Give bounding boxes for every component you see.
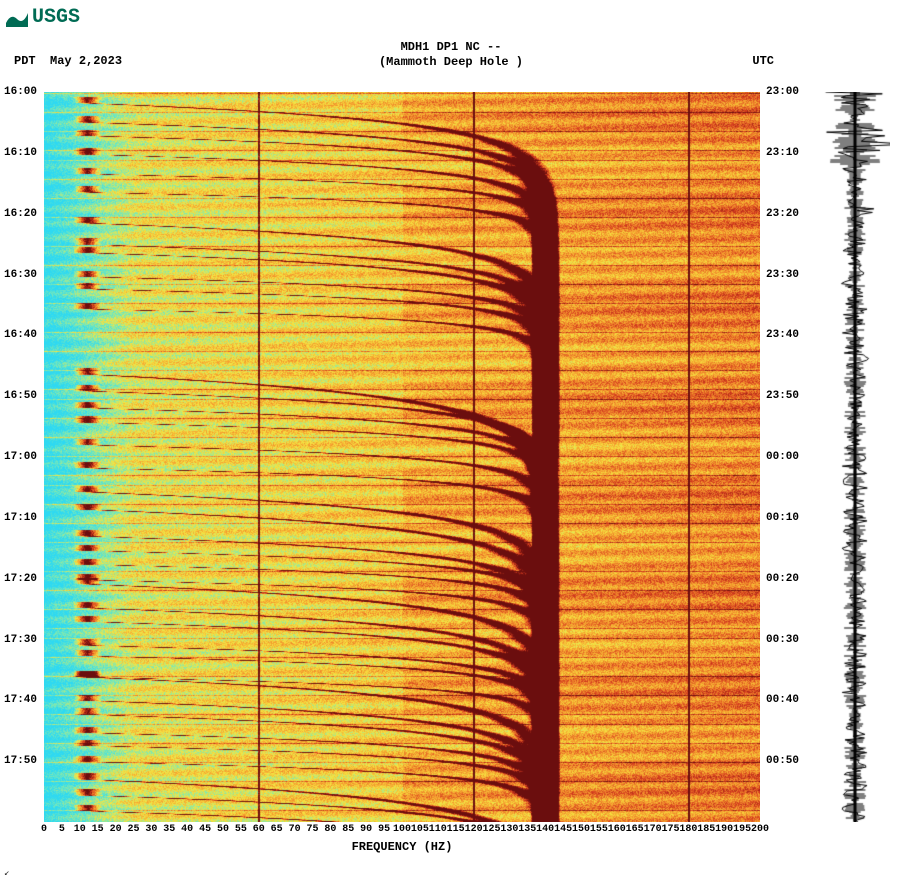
- x-tick: 140: [536, 824, 554, 835]
- x-tick: 10: [74, 824, 86, 835]
- x-tick: 5: [59, 824, 65, 835]
- y-tick-left: 16:30: [4, 269, 37, 281]
- y-tick-right: 00:50: [766, 755, 799, 767]
- x-tick: 175: [661, 824, 679, 835]
- y-tick-right: 23:40: [766, 329, 799, 341]
- spectrogram-canvas: [44, 92, 760, 822]
- y-tick-right: 23:30: [766, 269, 799, 281]
- y-tick-right: 00:00: [766, 451, 799, 463]
- y-tick-right: 23:00: [766, 86, 799, 98]
- y-tick-right: 00:20: [766, 573, 799, 585]
- y-tick-left: 17:00: [4, 451, 37, 463]
- x-tick: 185: [697, 824, 715, 835]
- x-tick: 30: [145, 824, 157, 835]
- y-tick-left: 17:50: [4, 755, 37, 767]
- x-tick: 135: [518, 824, 536, 835]
- x-tick: 155: [590, 824, 608, 835]
- x-axis-label: FREQUENCY (HZ): [44, 840, 760, 854]
- y-tick-left: 17:20: [4, 573, 37, 585]
- y-tick-left: 16:50: [4, 390, 37, 402]
- x-tick: 200: [751, 824, 769, 835]
- x-tick: 35: [163, 824, 175, 835]
- usgs-logo: USGS: [6, 6, 80, 29]
- x-tick: 20: [110, 824, 122, 835]
- y-tick-left: 16:40: [4, 329, 37, 341]
- x-tick: 40: [181, 824, 193, 835]
- y-tick-right: 00:10: [766, 512, 799, 524]
- x-tick: 105: [411, 824, 429, 835]
- x-tick: 110: [429, 824, 447, 835]
- x-tick: 190: [715, 824, 733, 835]
- x-tick: 160: [608, 824, 626, 835]
- x-tick: 45: [199, 824, 211, 835]
- x-tick: 145: [554, 824, 572, 835]
- x-tick: 165: [626, 824, 644, 835]
- y-tick-left: 16:10: [4, 147, 37, 159]
- x-tick: 195: [733, 824, 751, 835]
- seismogram-canvas: [820, 92, 890, 822]
- y-tick-left: 16:20: [4, 208, 37, 220]
- x-tick: 65: [271, 824, 283, 835]
- x-tick: 60: [253, 824, 265, 835]
- x-tick: 95: [378, 824, 390, 835]
- x-tick: 170: [644, 824, 662, 835]
- x-tick: 70: [289, 824, 301, 835]
- x-tick: 90: [360, 824, 372, 835]
- x-tick: 150: [572, 824, 590, 835]
- y-tick-right: 00:30: [766, 634, 799, 646]
- x-tick: 130: [500, 824, 518, 835]
- x-tick: 15: [92, 824, 104, 835]
- seismogram-trace: [820, 92, 890, 822]
- y-axis-right: 23:0023:1023:2023:3023:4023:5000:0000:10…: [762, 92, 806, 822]
- x-tick: 115: [447, 824, 465, 835]
- y-tick-left: 17:40: [4, 694, 37, 706]
- y-tick-right: 23:20: [766, 208, 799, 220]
- y-tick-left: 16:00: [4, 86, 37, 98]
- title-line-1: MDH1 DP1 NC --: [0, 40, 902, 55]
- x-tick: 55: [235, 824, 247, 835]
- spectrogram-plot: [44, 92, 760, 822]
- x-tick: 120: [465, 824, 483, 835]
- y-tick-right: 23:50: [766, 390, 799, 402]
- x-tick: 80: [324, 824, 336, 835]
- logo-text: USGS: [32, 6, 80, 29]
- x-tick: 180: [679, 824, 697, 835]
- x-tick: 50: [217, 824, 229, 835]
- x-tick: 75: [306, 824, 318, 835]
- y-tick-right: 23:10: [766, 147, 799, 159]
- x-tick: 0: [41, 824, 47, 835]
- left-timezone-label: PDT May 2,2023: [14, 54, 122, 68]
- y-axis-left: 16:0016:1016:2016:3016:4016:5017:0017:10…: [0, 92, 42, 822]
- y-tick-left: 17:10: [4, 512, 37, 524]
- footer-mark: ↙: [4, 868, 9, 878]
- x-tick: 100: [393, 824, 411, 835]
- x-tick: 85: [342, 824, 354, 835]
- y-tick-right: 00:40: [766, 694, 799, 706]
- y-tick-left: 17:30: [4, 634, 37, 646]
- x-tick: 25: [127, 824, 139, 835]
- right-timezone-label: UTC: [752, 54, 774, 68]
- x-tick: 125: [482, 824, 500, 835]
